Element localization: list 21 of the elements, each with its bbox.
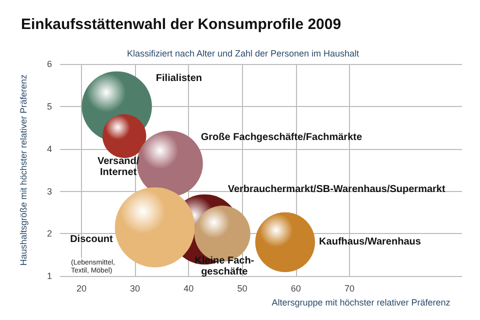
x-tick-label: 50 <box>237 284 248 294</box>
x-tick-label: 20 <box>76 284 86 294</box>
chart-title: Einkaufsstättenwahl der Konsumprofile 2009 <box>21 16 342 33</box>
series-label: Kaufhaus/Warenhaus <box>319 236 422 248</box>
y-tick-label: 1 <box>46 271 52 282</box>
series-label: Verbrauchermarkt/SB-Warenhaus/Supermarkt <box>228 184 446 195</box>
y-tick-label: 5 <box>46 101 52 112</box>
x-axis-title: Altersgruppe mit höchster relativer Präferenz <box>272 298 451 308</box>
series-label: Große Fachgeschäfte/Fachmärkte <box>200 132 362 144</box>
series-label: Filialisten <box>156 72 202 84</box>
y-tick-label: 3 <box>46 186 52 196</box>
x-tick-label: 40 <box>184 284 194 294</box>
y-tick-label: 4 <box>46 144 52 154</box>
series-label: Discount <box>70 234 114 245</box>
y-tick-label: 6 <box>46 59 52 69</box>
x-tick-label: 70 <box>344 284 354 294</box>
x-tick-label: 30 <box>130 284 140 294</box>
chart-subtitle: Klassifiziert nach Alter und Zahl der Personen im Haushalt <box>126 48 360 58</box>
x-tick-label: 60 <box>290 284 301 294</box>
y-axis-title: Haushaltsgröße mit höchster relativer Präferenz <box>18 74 28 266</box>
y-tick-label: 2 <box>46 228 52 239</box>
